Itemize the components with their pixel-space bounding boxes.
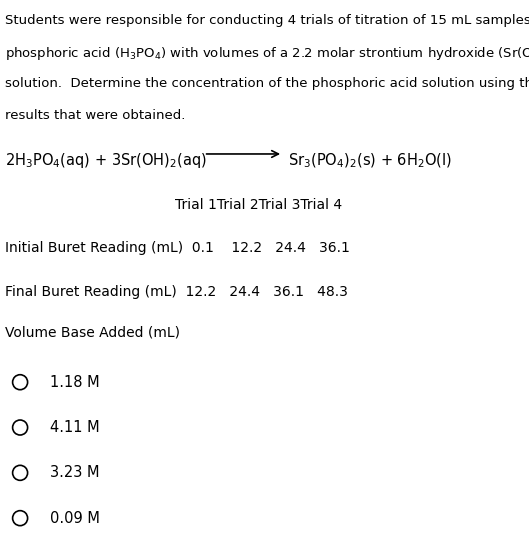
Text: Initial Buret Reading (mL)  0.1    12.2   24.4   36.1: Initial Buret Reading (mL) 0.1 12.2 24.4… [5,241,350,256]
Text: 4.11 M: 4.11 M [50,420,100,435]
Text: Sr$_3$(PO$_4$)$_2$(s) + 6H$_2$O(l): Sr$_3$(PO$_4$)$_2$(s) + 6H$_2$O(l) [288,151,452,170]
Text: 3.23 M: 3.23 M [50,465,100,480]
Text: 2H$_3$PO$_4$(aq) + 3Sr(OH)$_2$(aq): 2H$_3$PO$_4$(aq) + 3Sr(OH)$_2$(aq) [5,151,207,170]
Text: Final Buret Reading (mL)  12.2   24.4   36.1   48.3: Final Buret Reading (mL) 12.2 24.4 36.1 … [5,285,348,299]
Text: results that were obtained.: results that were obtained. [5,109,186,122]
Text: phosphoric acid (H$_3$PO$_4$) with volumes of a 2.2 molar strontium hydroxide (S: phosphoric acid (H$_3$PO$_4$) with volum… [5,45,529,62]
Text: Volume Base Added (mL): Volume Base Added (mL) [5,326,180,340]
Text: Students were responsible for conducting 4 trials of titration of 15 mL samples : Students were responsible for conducting… [5,14,529,27]
Text: solution.  Determine the concentration of the phosphoric acid solution using the: solution. Determine the concentration of… [5,77,529,90]
Text: 1.18 M: 1.18 M [50,375,100,390]
Text: 0.09 M: 0.09 M [50,511,100,526]
Text: Trial 1Trial 2Trial 3Trial 4: Trial 1Trial 2Trial 3Trial 4 [175,198,342,212]
